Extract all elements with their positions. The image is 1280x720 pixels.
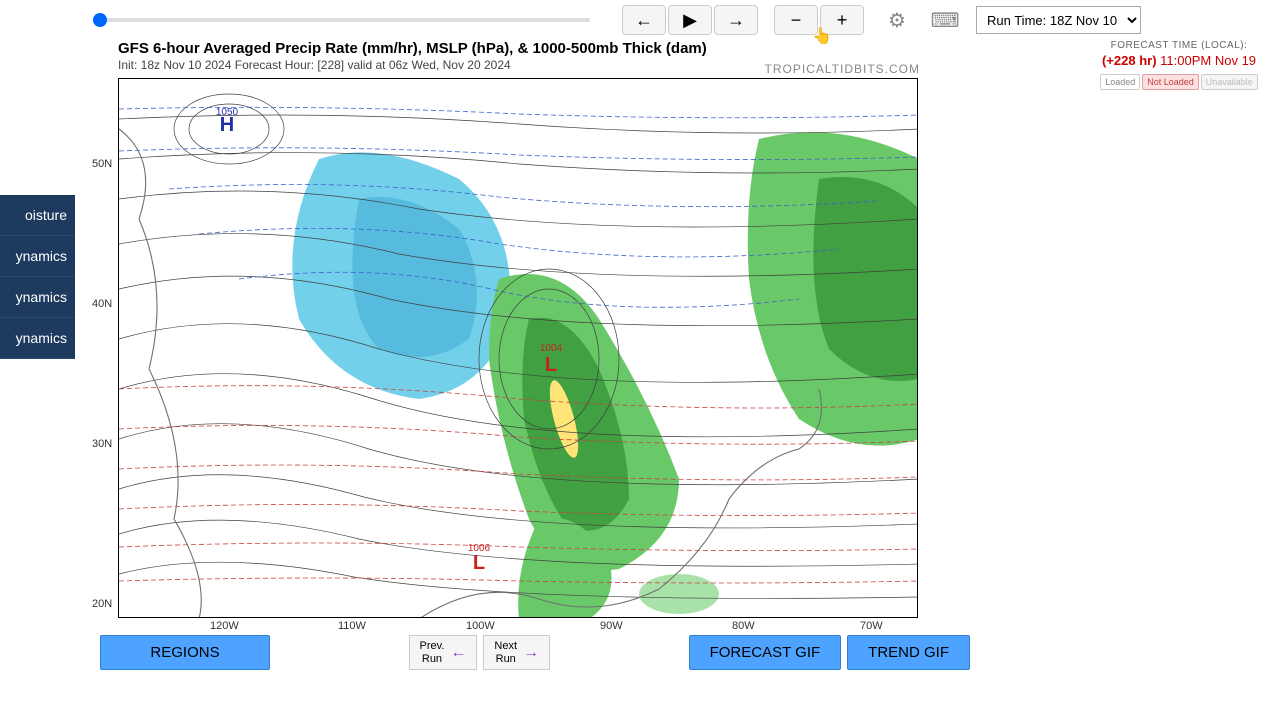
- side-tab-dynamics-3[interactable]: ynamics: [0, 318, 75, 359]
- zoom-in-button[interactable]: +: [820, 5, 864, 35]
- lon-label: 100W: [466, 620, 495, 632]
- forecast-time-header: FORECAST TIME (LOCAL):: [1088, 40, 1270, 51]
- lat-label: 50N: [92, 158, 112, 170]
- lon-label: 80W: [732, 620, 755, 632]
- next-frame-button[interactable]: →: [714, 5, 758, 35]
- keyboard-icon[interactable]: ⌨: [930, 5, 960, 35]
- play-button[interactable]: ▶: [668, 5, 712, 35]
- lon-label: 90W: [600, 620, 623, 632]
- forecast-gif-button[interactable]: FORECAST GIF: [689, 635, 842, 670]
- side-tab-dynamics-2[interactable]: ynamics: [0, 277, 75, 318]
- load-status-legend: Loaded Not Loaded Unavailable: [1088, 74, 1270, 90]
- time-slider[interactable]: [100, 10, 590, 30]
- side-tab-panel: oisture ynamics ynamics ynamics: [0, 195, 75, 359]
- side-tab-dynamics-1[interactable]: ynamics: [0, 236, 75, 277]
- prev-frame-button[interactable]: ←: [622, 5, 666, 35]
- low-pressure-marker-2: L: [473, 552, 485, 574]
- lat-label: 30N: [92, 438, 112, 450]
- run-time-select[interactable]: Run Time: 18Z Nov 10: [976, 6, 1141, 34]
- settings-icon[interactable]: ⚙: [882, 5, 912, 35]
- lon-label: 120W: [210, 620, 239, 632]
- lat-label: 20N: [92, 598, 112, 610]
- prev-run-button[interactable]: Prev. Run←: [409, 635, 478, 669]
- next-run-button[interactable]: Next Run→: [483, 635, 550, 669]
- map-attribution: TROPICALTIDBITS.COM: [765, 62, 920, 76]
- svg-text:1004: 1004: [540, 343, 563, 354]
- precip-legend: [922, 78, 970, 618]
- svg-text:1006: 1006: [468, 543, 491, 554]
- low-pressure-marker-1: L: [545, 354, 557, 376]
- lon-label: 110W: [338, 620, 366, 632]
- svg-text:1050: 1050: [216, 107, 239, 118]
- lon-label: 70W: [860, 620, 883, 632]
- lat-label: 40N: [92, 298, 112, 310]
- zoom-out-button[interactable]: −: [774, 5, 818, 35]
- forecast-time-value: (+228 hr) 11:00PM Nov 19: [1088, 53, 1270, 68]
- trend-gif-button[interactable]: TREND GIF: [847, 635, 970, 670]
- side-tab-moisture[interactable]: oisture: [0, 195, 75, 236]
- weather-map[interactable]: H 1050 L 1004 L 1006: [118, 78, 918, 618]
- regions-button[interactable]: REGIONS: [100, 635, 270, 670]
- map-title: GFS 6-hour Averaged Precip Rate (mm/hr),…: [100, 40, 970, 57]
